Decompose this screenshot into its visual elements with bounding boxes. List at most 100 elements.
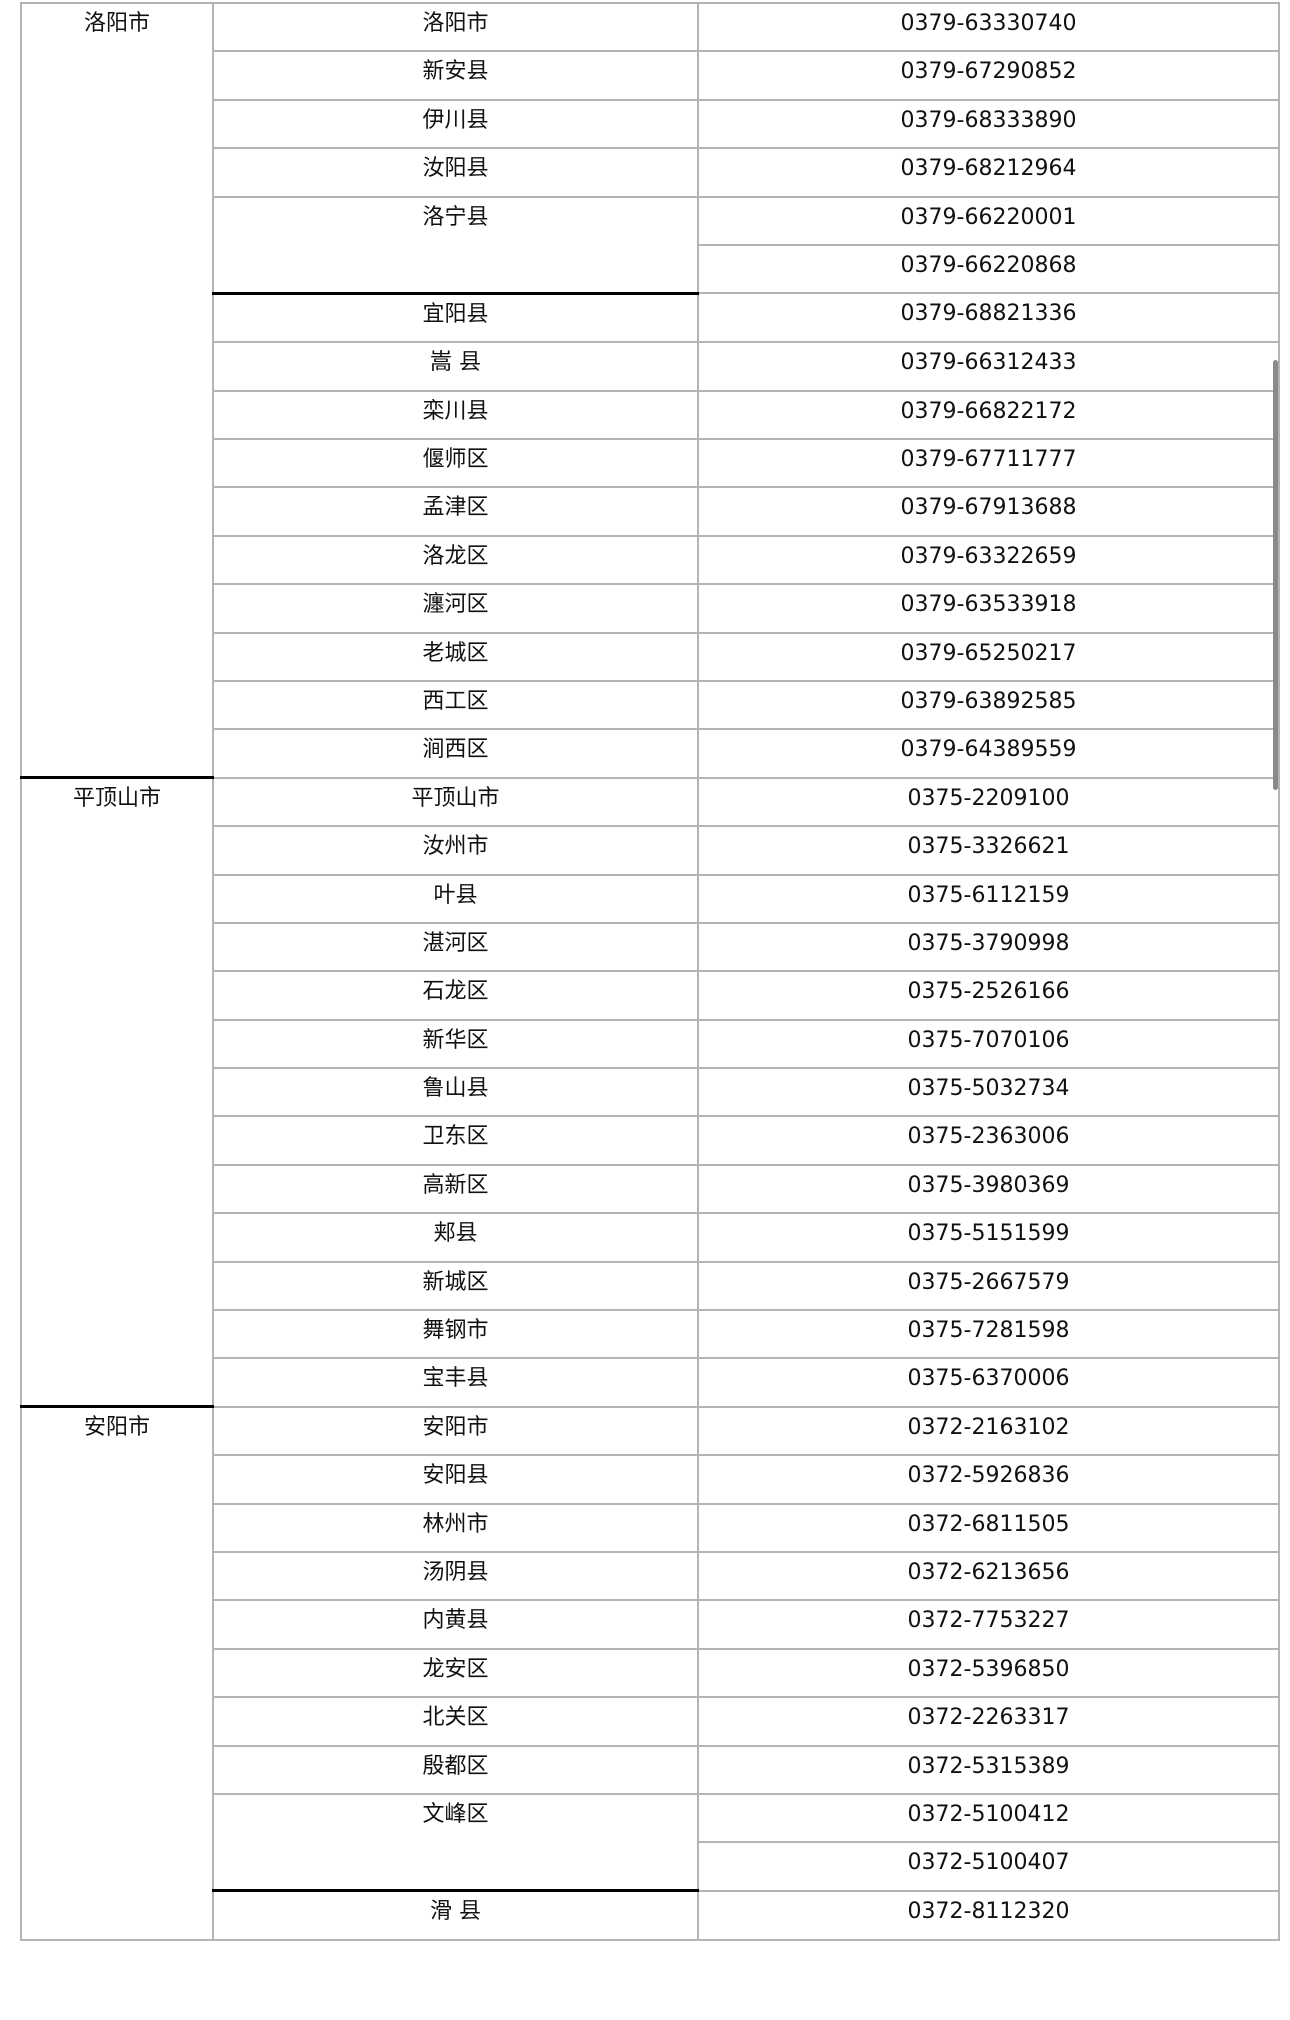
scrollbar[interactable] (1273, 360, 1278, 790)
table-row: 洛阳市 洛阳市 0379-63330740 (20, 1, 1280, 779)
district-name: 湛河区 (422, 930, 489, 956)
district-cell: 平顶山市 (212, 776, 699, 828)
district-name: 孟津区 (422, 495, 489, 521)
district-cell: 汝州市 (212, 825, 699, 876)
phone-number: 0372-5396850 (907, 1656, 1070, 1682)
district-cell: 龙安区 (212, 1647, 699, 1699)
phone-cell: 0379-68821336 (697, 292, 1280, 344)
district-cell: 洛宁县 (212, 195, 699, 295)
district-cell: 湛河区 (212, 921, 699, 973)
district-cell: 瀍河区 (212, 583, 699, 634)
district-cell: 宜阳县 (212, 291, 699, 344)
district-name: 西工区 (422, 688, 489, 714)
phone-number: 0379-66312433 (900, 350, 1077, 376)
phone-number: 0379-63892585 (900, 688, 1077, 714)
phone-number: 0372-5926836 (907, 1463, 1070, 1489)
district-name: 石龙区 (422, 979, 489, 1005)
phone-number: 0379-68212964 (900, 156, 1077, 182)
phone-cell: 0372-5100412 (697, 1792, 1280, 1844)
district-cell: 洛阳市 (212, 1, 699, 53)
phone-number: 0379-67290852 (900, 59, 1077, 85)
phone-number: 0375-2363006 (907, 1124, 1070, 1150)
city-name: 平顶山市 (72, 786, 161, 812)
phone-cell: 0375-7070106 (697, 1018, 1280, 1070)
city-name: 安阳市 (83, 1415, 150, 1441)
phone-cell: 0375-2363006 (697, 1115, 1280, 1166)
district-name: 舞钢市 (422, 1318, 489, 1344)
table-row: 石龙区 0375-2526166 (21, 970, 1280, 1021)
phone-number: 0375-2526166 (907, 979, 1070, 1005)
phone-number: 0375-6112159 (907, 882, 1070, 908)
phone-cell: 0379-68212964 (697, 147, 1280, 198)
table-row: 鲁山县 0375-5032734 (21, 1067, 1280, 1118)
phone-number: 0379-67913688 (900, 495, 1077, 521)
table-row: 新城区 0375-2667579 (21, 1260, 1280, 1312)
phone-number: 0372-8112320 (907, 1898, 1070, 1924)
district-cell: 涧西区 (212, 728, 699, 779)
table-row: 文峰区 0372-5100412 (21, 1792, 1280, 1892)
table-row: 内黄县 0372-7753227 (21, 1599, 1280, 1650)
district-cell: 卫东区 (212, 1115, 699, 1166)
district-cell: 鲁山县 (212, 1067, 699, 1118)
phone-cell: 0379-67290852 (697, 50, 1280, 101)
phone-number: 0372-6213656 (907, 1560, 1070, 1585)
phone-cell: 0372-6811505 (697, 1502, 1280, 1554)
district-name: 卫东区 (422, 1124, 489, 1150)
district-name: 老城区 (422, 640, 489, 666)
district-cell: 安阳市 (212, 1405, 699, 1457)
district-name: 洛龙区 (422, 543, 489, 569)
phone-number: 0375-5032734 (907, 1076, 1070, 1102)
district-name: 偃师区 (422, 447, 489, 473)
district-name: 滑 县 (430, 1899, 481, 1925)
phone-number: 0372-6811505 (907, 1511, 1070, 1537)
phone-cell: 0375-7281598 (697, 1309, 1280, 1360)
table-row: 龙安区 0372-5396850 (21, 1647, 1280, 1699)
city-name: 洛阳市 (83, 11, 150, 36)
district-name: 嵩 县 (430, 350, 481, 376)
phone-cell: 0375-2526166 (697, 970, 1280, 1021)
table-row: 瀍河区 0379-63533918 (21, 583, 1280, 634)
phone-number: 0379-68821336 (900, 301, 1077, 327)
table-row: 殷都区 0372-5315389 (21, 1744, 1280, 1795)
table-row: 洛龙区 0379-63322659 (21, 534, 1280, 586)
phone-number: 0372-2163102 (907, 1414, 1070, 1440)
phone-cell: 0379-63533918 (697, 583, 1280, 634)
phone-cell: 0379-64389559 (697, 728, 1280, 779)
district-cell: 汝阳县 (212, 147, 699, 198)
table-row: 嵩 县 0379-66312433 (21, 341, 1280, 392)
table-row: 汝阳县 0379-68212964 (21, 147, 1280, 198)
district-cell: 林州市 (212, 1502, 699, 1554)
district-cell: 洛龙区 (212, 534, 699, 586)
table-row: 湛河区 0375-3790998 (21, 921, 1280, 973)
table-row: 汤阴县 0372-6213656 (21, 1550, 1280, 1602)
district-name: 瀍河区 (422, 592, 489, 618)
table-row: 卫东区 0375-2363006 (21, 1115, 1280, 1166)
phone-number: 0375-6370006 (907, 1366, 1070, 1392)
district-name: 汤阴县 (422, 1560, 489, 1585)
phone-number: 0379-66822172 (900, 398, 1077, 424)
phone-cell: 0372-5315389 (697, 1744, 1280, 1795)
district-name: 高新区 (422, 1172, 489, 1198)
table-row: 0379-66220868 (21, 243, 1280, 295)
district-cell: 西工区 (212, 679, 699, 731)
phone-cell: 0379-66822172 (697, 389, 1280, 441)
phone-cell: 0379-67913688 (697, 486, 1280, 537)
phone-cell: 0375-2209100 (697, 776, 1280, 828)
phone-cell: 0372-5926836 (697, 1454, 1280, 1505)
table-row: 老城区 0379-65250217 (21, 631, 1280, 682)
phone-number: 0375-7070106 (907, 1027, 1070, 1053)
table-row: 洛宁县 0379-66220001 (21, 195, 1280, 295)
district-cell: 内黄县 (212, 1599, 699, 1650)
district-name: 栾川县 (422, 398, 489, 424)
district-cell: 新安县 (212, 50, 699, 101)
phone-number: 0375-3790998 (907, 930, 1070, 956)
district-cell: 滑 县 (212, 1889, 699, 1941)
district-name: 内黄县 (422, 1608, 489, 1634)
table-row: 孟津区 0379-67913688 (21, 486, 1280, 537)
phone-number: 0372-5100412 (907, 1801, 1070, 1827)
district-name: 新安县 (422, 59, 489, 85)
phone-number: 0372-7753227 (907, 1608, 1070, 1634)
district-cell: 宝丰县 (212, 1357, 699, 1408)
city-cell: 洛阳市 (20, 2, 214, 779)
district-name: 宜阳县 (422, 301, 489, 327)
